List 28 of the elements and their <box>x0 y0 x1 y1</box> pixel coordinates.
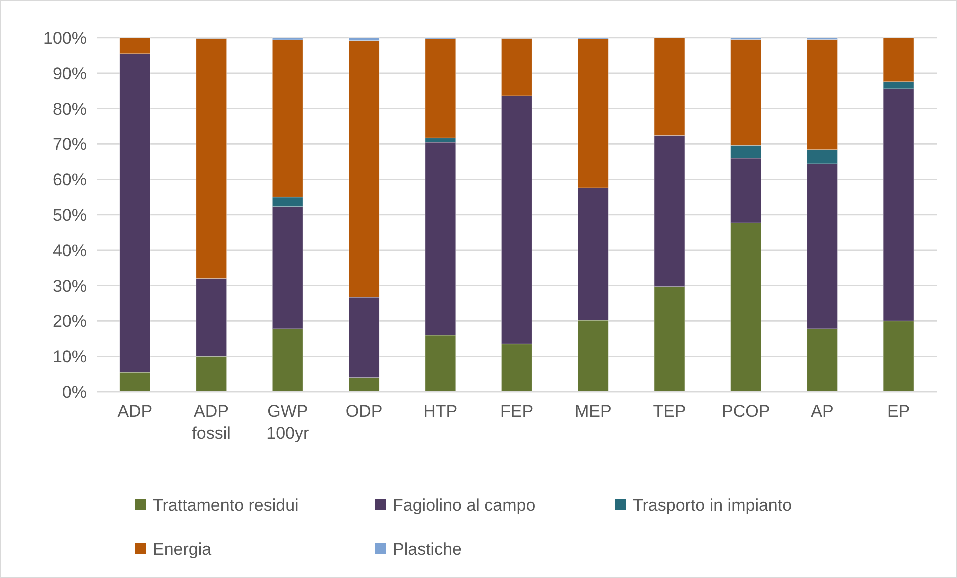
y-tick-label: 20% <box>52 312 87 332</box>
legend-label: Fagiolino al campo <box>393 496 536 515</box>
x-tick-label: GWP 100yr <box>266 402 310 443</box>
y-tick-label: 30% <box>52 276 87 296</box>
x-tick-label: ADP <box>118 402 153 421</box>
y-tick-label: 100% <box>44 28 87 48</box>
x-tick-label: ADP fossil <box>192 402 231 443</box>
x-tick-label: FEP <box>500 402 534 421</box>
x-tick-label: EP <box>887 402 910 421</box>
x-tick-label: HTP <box>424 402 458 421</box>
y-tick-label: 70% <box>52 135 87 154</box>
y-tick-label: 50% <box>52 206 87 225</box>
x-tick-label: MEP <box>574 402 612 421</box>
legend-label: Trattamento residui <box>153 496 299 515</box>
x-tick-label: AP <box>811 402 834 421</box>
bar <box>425 38 456 139</box>
legend-label: Trasporto in impianto <box>633 496 792 515</box>
y-tick-label: 40% <box>52 241 87 260</box>
x-tick-label: TEP <box>653 402 686 421</box>
x-tick-label: PCOP <box>722 402 770 421</box>
x-tick-label: ODP <box>346 402 383 421</box>
y-tick-label: 80% <box>52 100 87 119</box>
y-tick-label: 0% <box>62 382 87 402</box>
legend-label: Energia <box>153 540 212 559</box>
y-tick-label: 60% <box>52 170 87 190</box>
legend-label: Plastiche <box>393 540 462 559</box>
y-tick-label: 90% <box>52 64 87 84</box>
y-tick-label: 10% <box>52 348 87 367</box>
